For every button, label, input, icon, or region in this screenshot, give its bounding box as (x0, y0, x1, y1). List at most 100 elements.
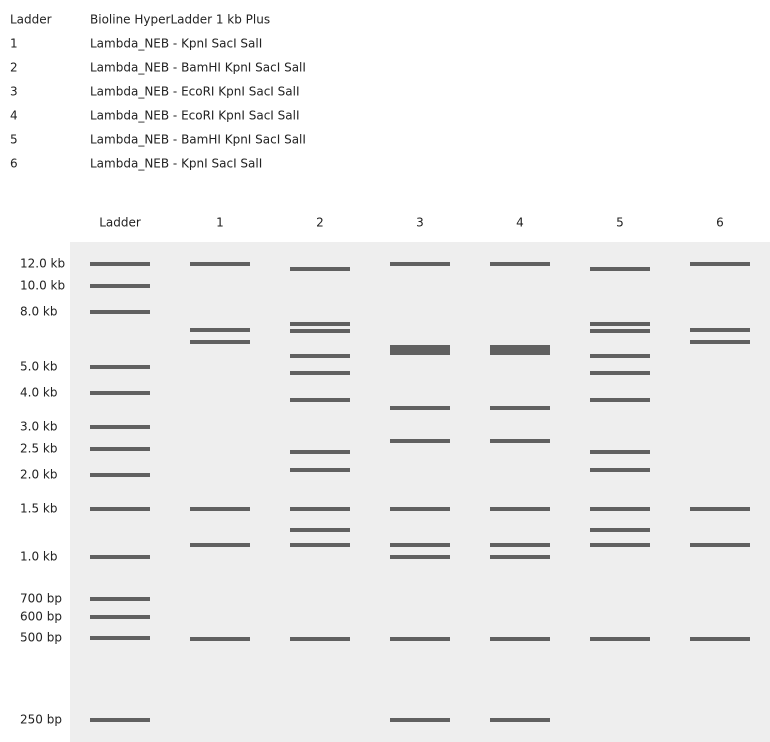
band (90, 262, 150, 266)
legend-lane: 3 (10, 85, 18, 99)
band (490, 345, 550, 355)
ladder-label: 700 bp (20, 592, 62, 606)
band (90, 636, 150, 640)
band (590, 637, 650, 641)
lane-label: 1 (216, 216, 224, 230)
ladder-label: 1.5 kb (20, 502, 57, 516)
band (590, 507, 650, 511)
legend-description: Lambda_NEB - EcoRI KpnI SacI SalI (90, 85, 300, 99)
lane-label: 5 (616, 216, 624, 230)
band (590, 528, 650, 532)
band (590, 322, 650, 326)
lane-label: Ladder (99, 216, 141, 230)
band (190, 262, 250, 266)
ladder-label: 12.0 kb (20, 257, 65, 271)
band (90, 507, 150, 511)
band (390, 555, 450, 559)
ladder-label: 2.5 kb (20, 442, 57, 456)
band (690, 328, 750, 332)
band (390, 406, 450, 410)
band (590, 354, 650, 358)
legend-lane: 2 (10, 61, 18, 75)
band (490, 637, 550, 641)
band (90, 473, 150, 477)
lane-label: 2 (316, 216, 324, 230)
legend-lane: 6 (10, 157, 18, 171)
lane-label: 4 (516, 216, 524, 230)
band (290, 507, 350, 511)
band (90, 447, 150, 451)
band (690, 543, 750, 547)
band (290, 329, 350, 333)
legend-lane: 4 (10, 109, 18, 123)
band (90, 310, 150, 314)
band (590, 543, 650, 547)
band (90, 597, 150, 601)
band (90, 555, 150, 559)
band (390, 637, 450, 641)
ladder-label: 600 bp (20, 610, 62, 624)
legend-lane: Ladder (10, 13, 52, 27)
legend-description: Lambda_NEB - KpnI SacI SalI (90, 157, 262, 171)
legend-lane: 5 (10, 133, 18, 147)
ladder-label: 4.0 kb (20, 386, 57, 400)
band (690, 262, 750, 266)
band (190, 507, 250, 511)
band (490, 507, 550, 511)
band (290, 468, 350, 472)
ladder-label: 250 bp (20, 713, 62, 727)
band (590, 267, 650, 271)
ladder-label: 3.0 kb (20, 420, 57, 434)
band (390, 507, 450, 511)
band (490, 555, 550, 559)
legend-description: Lambda_NEB - EcoRI KpnI SacI SalI (90, 109, 300, 123)
band (690, 340, 750, 344)
band (590, 329, 650, 333)
lane-label: 6 (716, 216, 724, 230)
band (290, 354, 350, 358)
band (90, 365, 150, 369)
band (290, 371, 350, 375)
gel (70, 242, 770, 742)
legend-description: Lambda_NEB - BamHI KpnI SacI SalI (90, 133, 306, 147)
legend-description: Bioline HyperLadder 1 kb Plus (90, 13, 270, 27)
band (490, 718, 550, 722)
band (90, 425, 150, 429)
band (490, 543, 550, 547)
band (390, 718, 450, 722)
band (490, 262, 550, 266)
ladder-label: 5.0 kb (20, 360, 57, 374)
band (290, 267, 350, 271)
ladder-label: 1.0 kb (20, 550, 57, 564)
band (390, 543, 450, 547)
ladder-label: 10.0 kb (20, 279, 65, 293)
band (690, 637, 750, 641)
band (390, 262, 450, 266)
band (290, 322, 350, 326)
band (290, 398, 350, 402)
band (390, 439, 450, 443)
ladder-label: 8.0 kb (20, 305, 57, 319)
band (590, 450, 650, 454)
band (590, 398, 650, 402)
legend-description: Lambda_NEB - KpnI SacI SalI (90, 37, 262, 51)
band (290, 637, 350, 641)
band (190, 340, 250, 344)
band (490, 439, 550, 443)
band (290, 528, 350, 532)
legend-lane: 1 (10, 37, 18, 51)
band (490, 406, 550, 410)
band (590, 468, 650, 472)
band (290, 543, 350, 547)
legend-description: Lambda_NEB - BamHI KpnI SacI SalI (90, 61, 306, 75)
band (190, 637, 250, 641)
lane-label: 3 (416, 216, 424, 230)
band (390, 345, 450, 355)
band (290, 450, 350, 454)
band (190, 328, 250, 332)
ladder-label: 2.0 kb (20, 468, 57, 482)
band (690, 507, 750, 511)
band (90, 391, 150, 395)
band (190, 543, 250, 547)
